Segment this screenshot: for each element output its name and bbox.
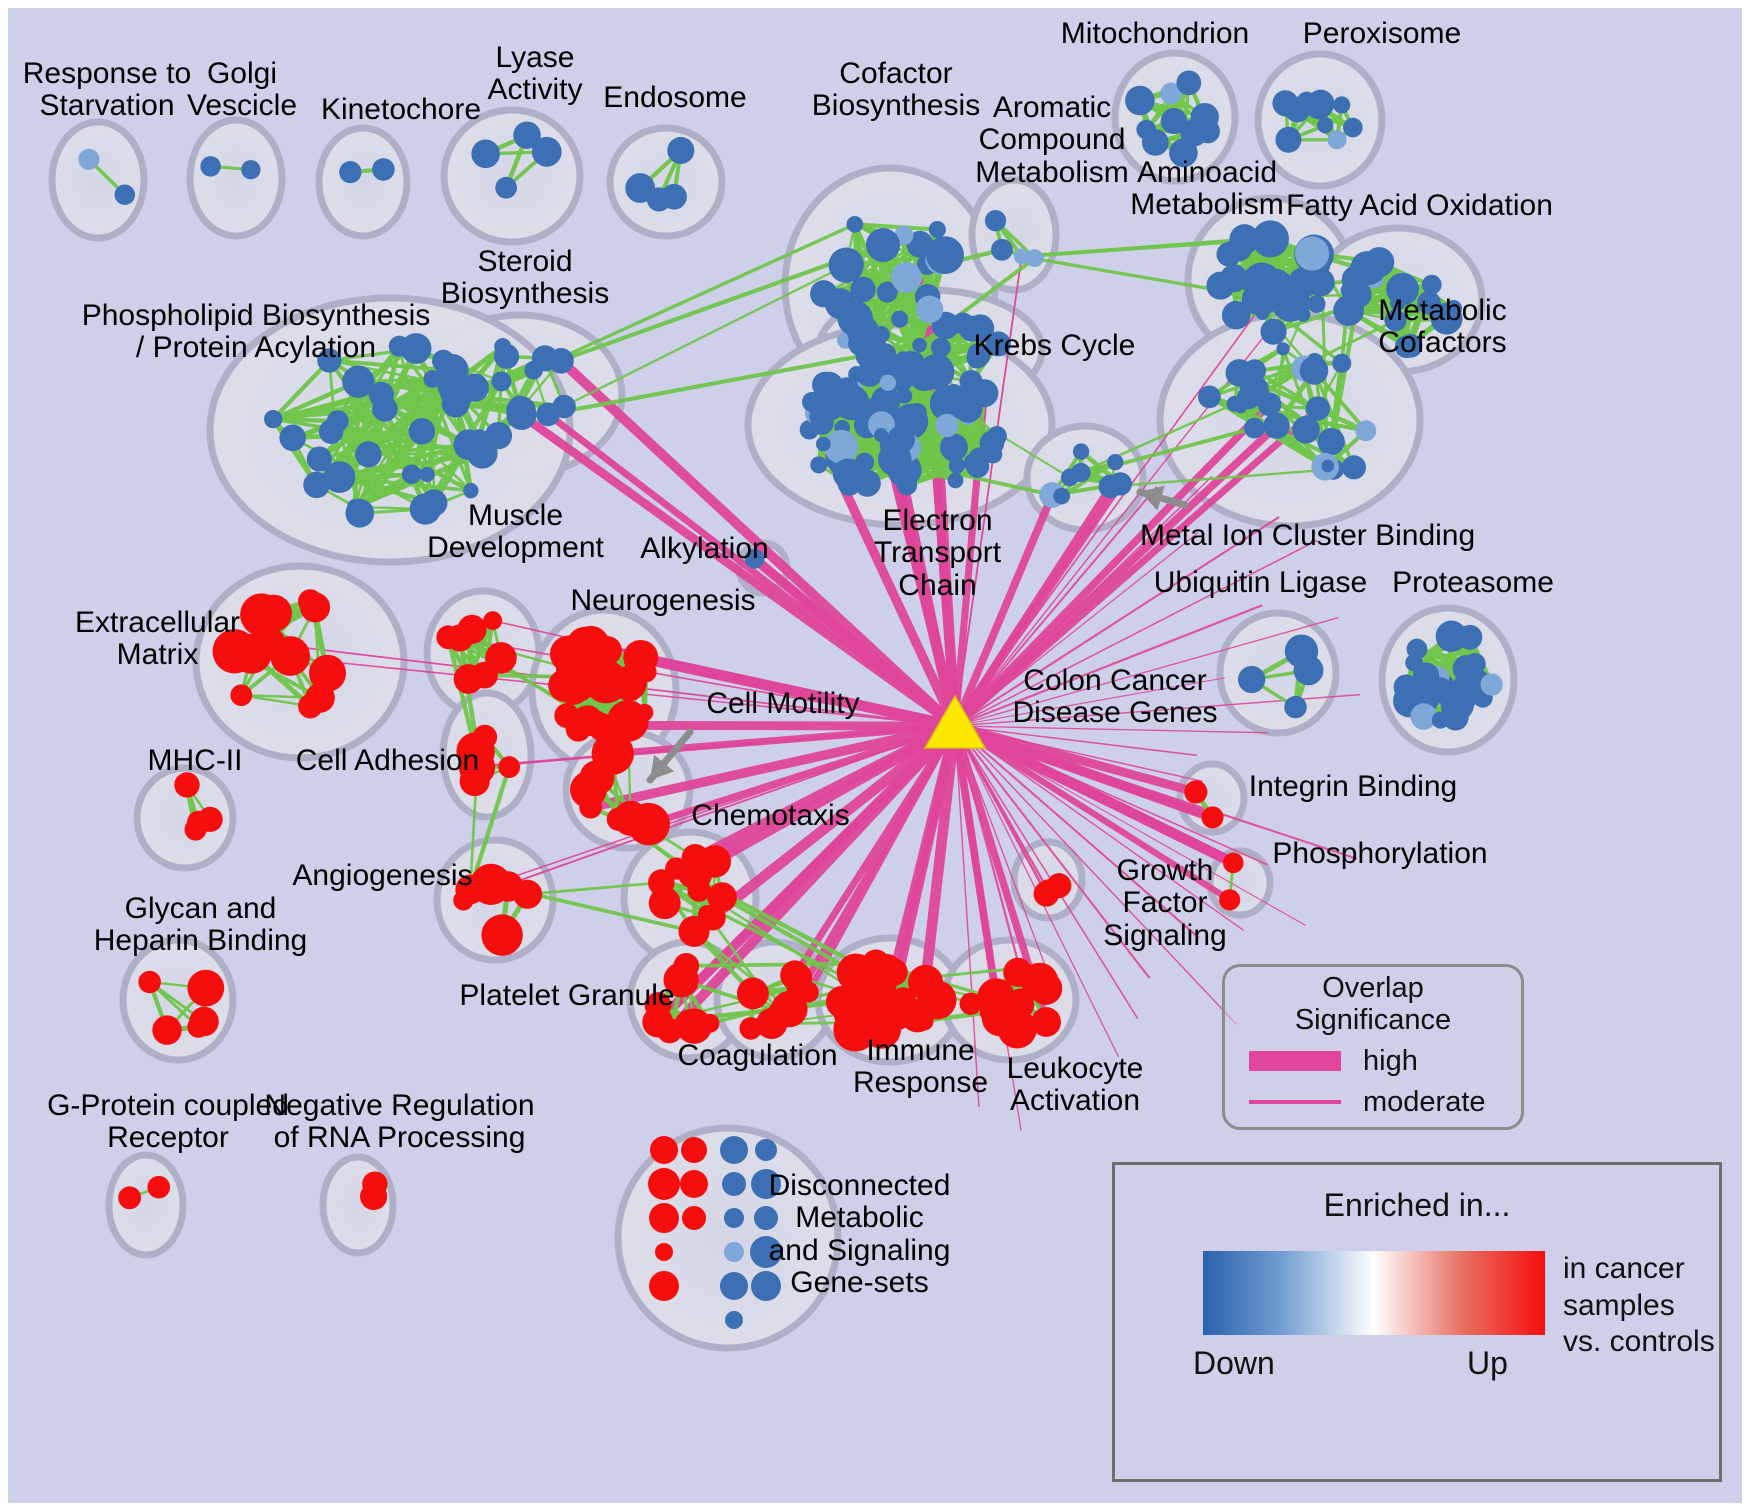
legend-sig-row-moderate: moderate bbox=[1225, 1086, 1521, 1119]
legend-enrichment-title: Enriched in... bbox=[1323, 1187, 1511, 1223]
enrichment-side-note: in cancer samples vs. controls bbox=[1563, 1251, 1715, 1361]
enrichment-colorbar bbox=[1203, 1251, 1545, 1335]
moderate-significance-swatch bbox=[1249, 1100, 1341, 1105]
enrichment-side-line-2: samples bbox=[1563, 1288, 1675, 1322]
high-significance-label: high bbox=[1363, 1044, 1418, 1077]
cell-motility-arrow bbox=[646, 728, 694, 784]
enrichment-side-line-1: in cancer bbox=[1563, 1252, 1685, 1285]
annotation-arrows bbox=[646, 485, 1189, 784]
enrichment-up-label: Up bbox=[1467, 1345, 1508, 1381]
enrichment-down-label: Down bbox=[1193, 1345, 1275, 1381]
hub-node-colon-cancer[interactable] bbox=[923, 694, 987, 749]
legend-sig-title-2: Significance bbox=[1294, 1003, 1452, 1036]
enrichment-side-line-3: vs. controls bbox=[1563, 1325, 1715, 1359]
hub-edges-pink bbox=[250, 239, 1361, 1131]
geneset-nodes bbox=[78, 70, 1503, 1329]
legend-sig-row-high: high bbox=[1225, 1045, 1521, 1078]
metal-ion-arrow bbox=[1136, 485, 1189, 511]
high-significance-swatch bbox=[1249, 1051, 1341, 1072]
moderate-significance-label: moderate bbox=[1363, 1085, 1486, 1118]
legend-enrichment: Enriched in... Down Up in cancer samples… bbox=[1112, 1162, 1722, 1482]
legend-sig-title-1: Overlap bbox=[1322, 972, 1424, 1004]
legend-overlap-significance: Overlap Significance high moderate bbox=[1222, 964, 1524, 1130]
